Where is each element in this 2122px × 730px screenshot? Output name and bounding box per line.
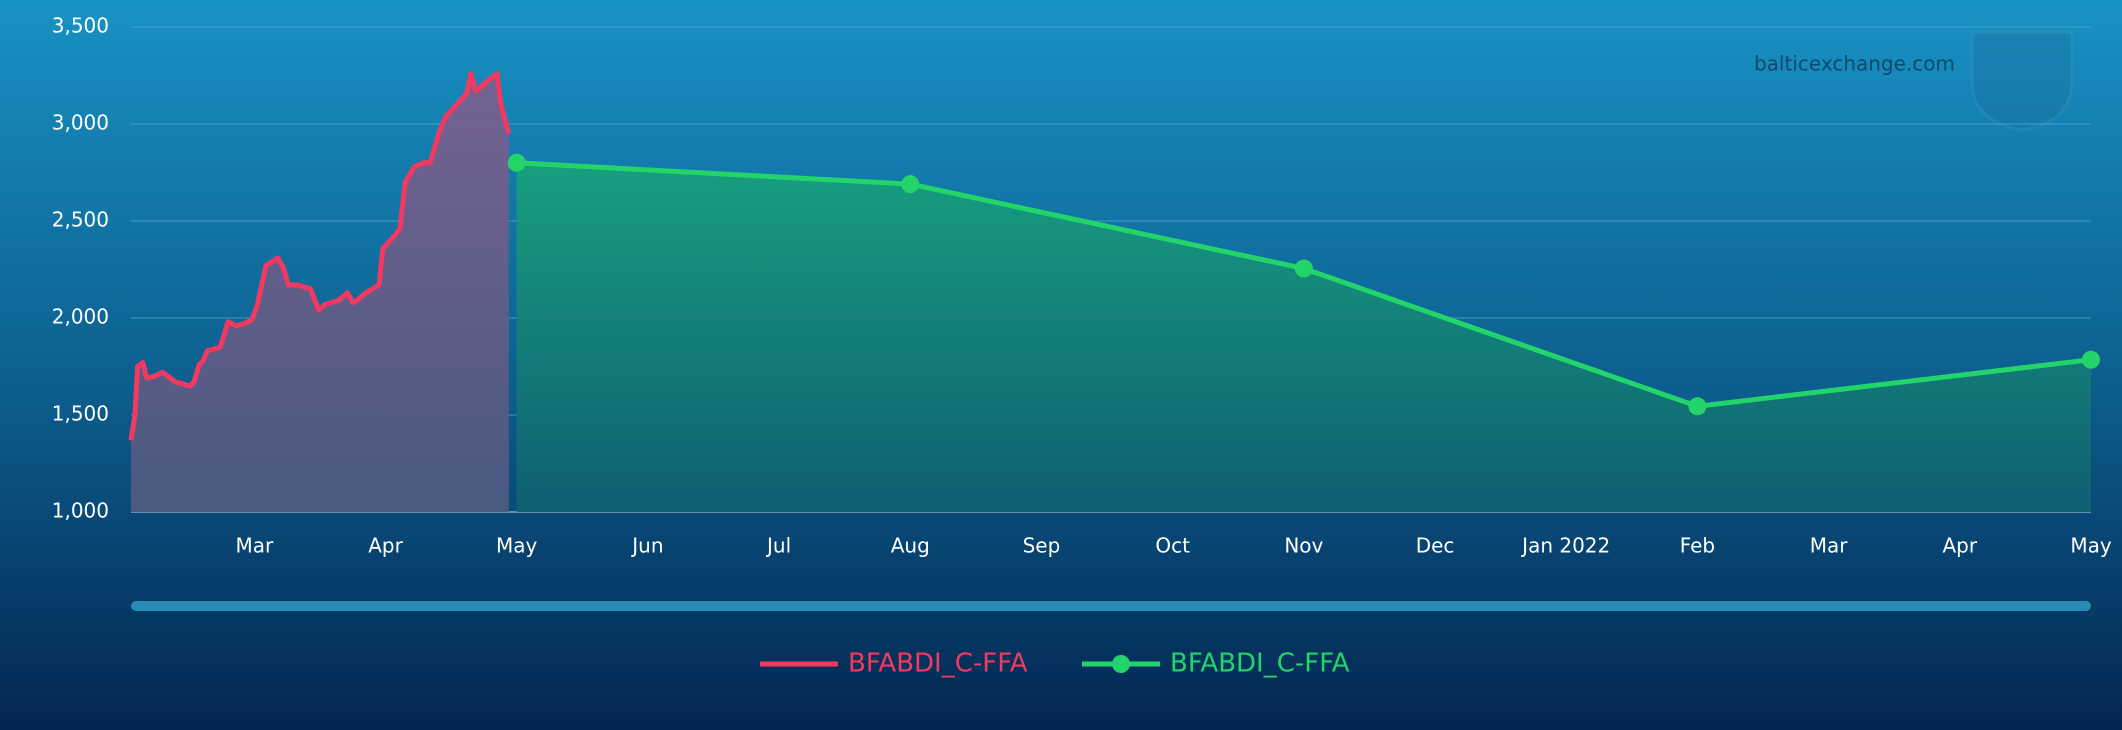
y-tick-label: 2,500: [52, 208, 109, 232]
scrollbar[interactable]: [131, 601, 2091, 611]
x-tick-label: Sep: [1023, 534, 1061, 558]
point: [1294, 259, 1313, 278]
x-tick-label: Jul: [765, 534, 791, 558]
point: [1688, 397, 1707, 416]
y-tick-label: 2,000: [52, 305, 109, 329]
x-tick-label: Apr: [368, 534, 403, 558]
legend-label: BFABDI_C-FFA: [848, 649, 1028, 679]
x-tick-label: Aug: [891, 534, 930, 558]
series-line: [128, 71, 512, 441]
area: [516, 162, 2092, 513]
watermark: balticexchange.com: [1754, 52, 1955, 76]
point: [507, 153, 526, 172]
x-tick-label: May: [2070, 534, 2112, 558]
x-tick-label: Dec: [1416, 534, 1455, 558]
x-tick-label: Jun: [630, 534, 663, 558]
x-tick-label: Nov: [1284, 534, 1323, 558]
x-tick-label: Feb: [1680, 534, 1715, 558]
point: [901, 175, 920, 194]
logo: [1970, 30, 2074, 132]
x-tick-label: Mar: [1810, 534, 1849, 558]
y-tick-label: 1,000: [52, 499, 109, 523]
y-tick-label: 3,500: [52, 14, 109, 38]
legend-marker: [1112, 655, 1130, 673]
x-tick-label: Jan 2022: [1520, 534, 1610, 558]
legend-label: BFABDI_C-FFA: [1170, 649, 1350, 679]
y-tick-label: 1,500: [52, 402, 109, 426]
x-tick-label: Oct: [1155, 534, 1190, 558]
point: [2082, 350, 2100, 369]
area: [131, 73, 509, 512]
x-tick-label: May: [496, 534, 538, 558]
x-tick-label: Apr: [1943, 534, 1978, 558]
x-tick-label: Mar: [235, 534, 274, 558]
y-tick-label: 3,000: [52, 111, 109, 135]
